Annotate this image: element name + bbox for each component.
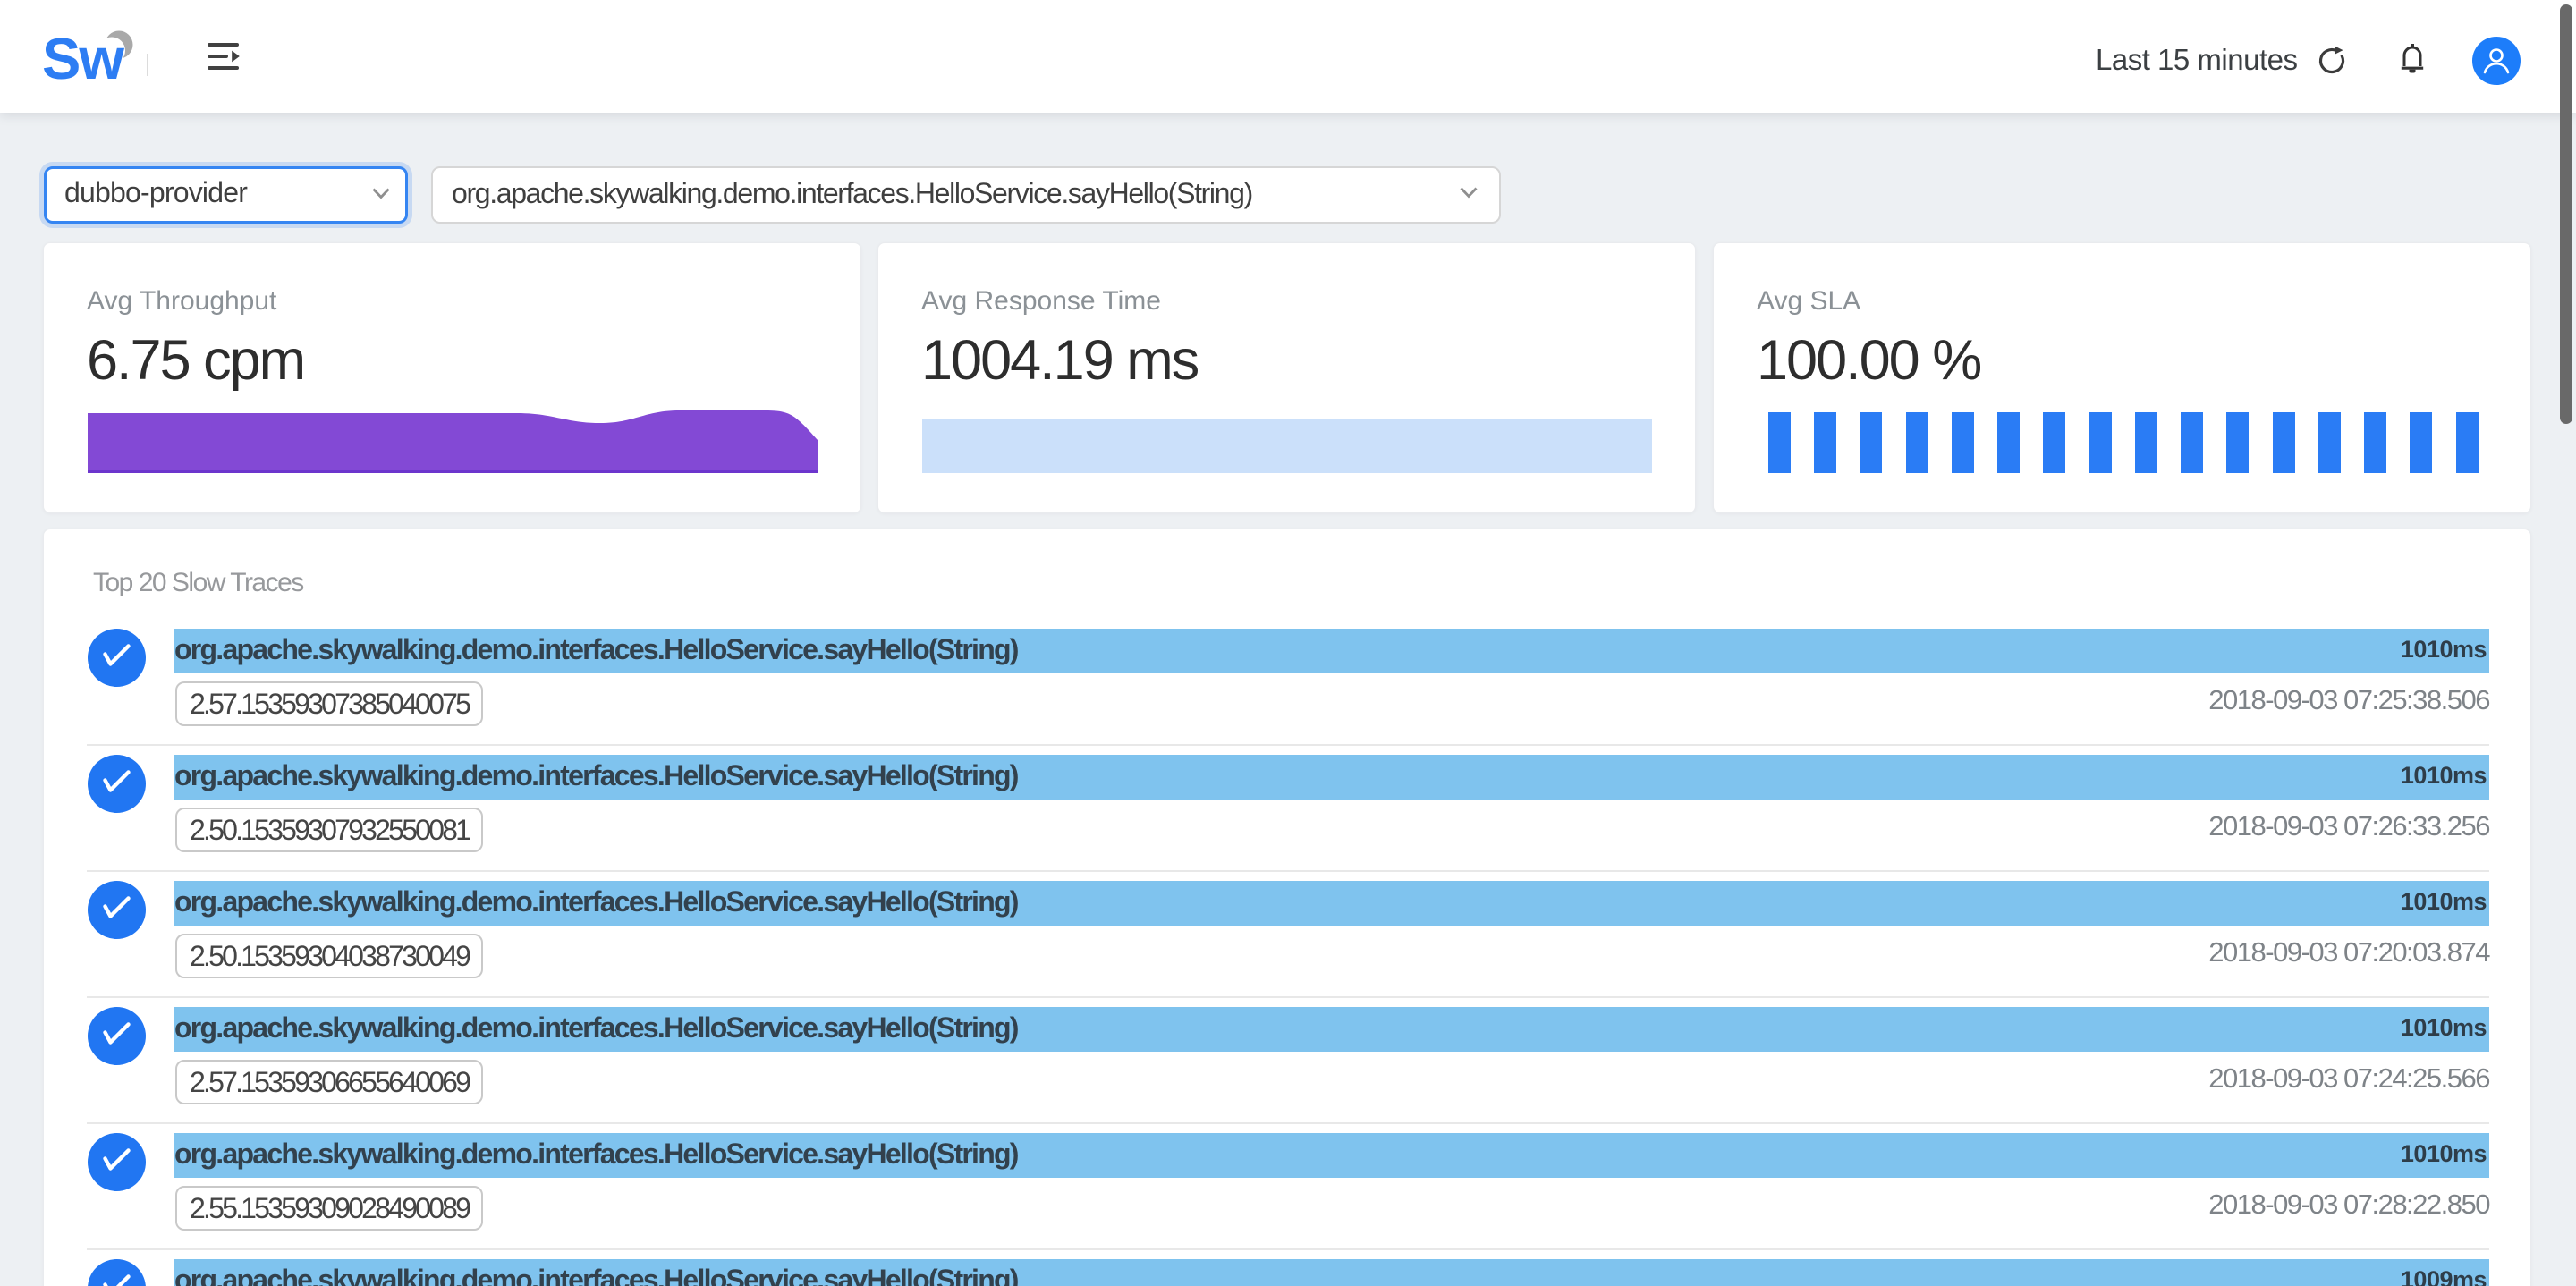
svg-text:Sw: Sw bbox=[42, 26, 124, 89]
